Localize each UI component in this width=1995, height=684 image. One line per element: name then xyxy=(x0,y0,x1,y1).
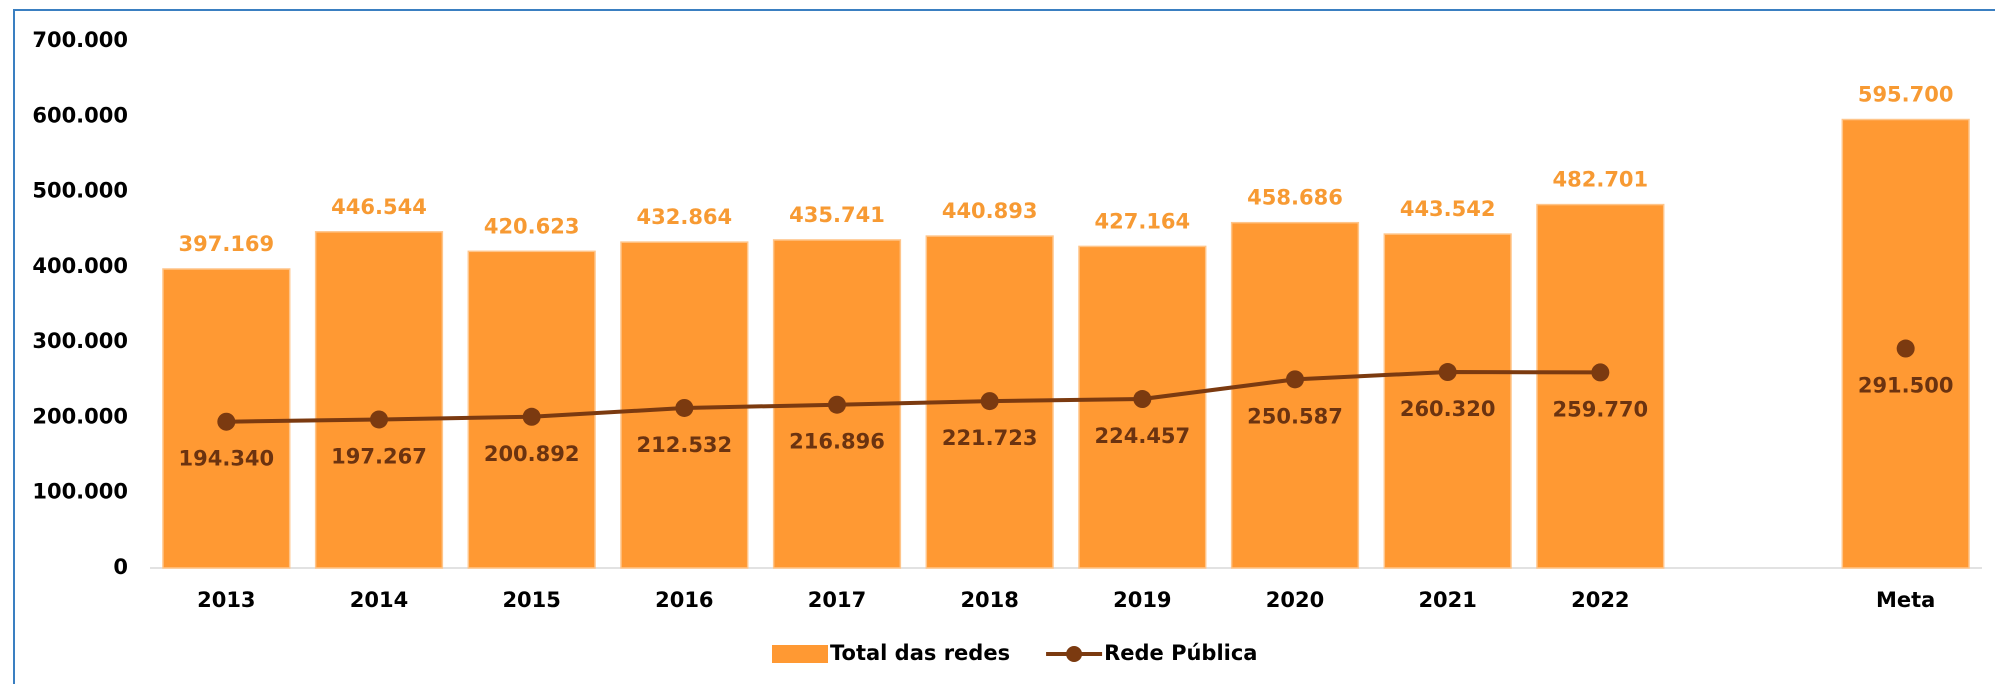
point xyxy=(980,392,999,411)
point xyxy=(1438,363,1457,382)
y-tick-label: 500.000 xyxy=(32,179,128,203)
point xyxy=(675,398,694,417)
y-tick-label: 100.000 xyxy=(32,480,128,504)
point xyxy=(1591,363,1610,382)
bar-value-label: 595.700 xyxy=(1858,83,1954,107)
bar xyxy=(467,250,596,569)
point xyxy=(522,407,541,426)
bar-value-label: 443.542 xyxy=(1400,197,1496,221)
bar-value-label: 427.164 xyxy=(1095,209,1191,233)
legend-swatch xyxy=(1066,646,1083,662)
x-tick-label: 2022 xyxy=(1571,588,1629,612)
x-tick-label: 2014 xyxy=(350,588,408,612)
x-tick-label: Meta xyxy=(1876,588,1935,612)
line-value-label: 259.770 xyxy=(1553,397,1649,421)
y-tick-label: 400.000 xyxy=(32,254,128,278)
bar-value-label: 432.864 xyxy=(637,205,733,229)
y-tick-label: 200.000 xyxy=(32,404,128,428)
y-tick-label: 700.000 xyxy=(32,28,128,52)
point xyxy=(1896,339,1915,358)
bar xyxy=(1230,221,1360,569)
line-value-label: 221.723 xyxy=(942,426,1038,450)
x-tick-label: 2020 xyxy=(1266,588,1324,612)
legend-swatch xyxy=(772,645,828,663)
line-value-label: 291.500 xyxy=(1858,374,1954,398)
y-tick-label: 300.000 xyxy=(32,329,128,353)
line-value-label: 216.896 xyxy=(789,430,885,454)
x-tick-label: 2019 xyxy=(1113,588,1171,612)
x-tick-label: 2021 xyxy=(1418,588,1476,612)
point xyxy=(1286,370,1304,389)
line-value-label: 250.587 xyxy=(1247,404,1343,428)
x-tick-label: 2017 xyxy=(808,588,866,612)
y-tick-label: 0 xyxy=(113,555,128,579)
bar-value-label: 435.741 xyxy=(789,203,885,227)
x-tick-label: 2018 xyxy=(960,588,1018,612)
point xyxy=(370,410,388,429)
line-value-label: 200.892 xyxy=(484,442,580,466)
point xyxy=(217,412,236,431)
line-value-label: 197.267 xyxy=(331,444,427,468)
bar xyxy=(314,231,444,569)
legend-label: Rede Pública xyxy=(1104,641,1257,665)
x-tick-label: 2013 xyxy=(197,588,255,612)
line-value-label: 212.532 xyxy=(637,433,733,457)
x-tick-label: 2016 xyxy=(655,588,713,612)
bar-value-label: 440.893 xyxy=(942,199,1038,223)
point xyxy=(828,395,846,414)
bar-value-label: 397.169 xyxy=(179,232,275,256)
bar-value-label: 458.686 xyxy=(1247,186,1343,210)
bar xyxy=(1536,203,1665,569)
bar-value-label: 420.623 xyxy=(484,214,580,238)
bar-value-label: 482.701 xyxy=(1553,168,1649,192)
point xyxy=(1133,390,1152,409)
line-value-label: 260.320 xyxy=(1400,397,1496,421)
line-value-label: 224.457 xyxy=(1095,424,1191,448)
bar-value-label: 446.544 xyxy=(331,195,427,219)
y-tick-label: 600.000 xyxy=(32,103,128,127)
x-tick-label: 2015 xyxy=(502,588,560,612)
frame xyxy=(13,9,1995,684)
line-value-label: 194.340 xyxy=(179,447,275,471)
bar xyxy=(1383,233,1512,569)
legend-label: Total das redes xyxy=(830,641,1010,665)
